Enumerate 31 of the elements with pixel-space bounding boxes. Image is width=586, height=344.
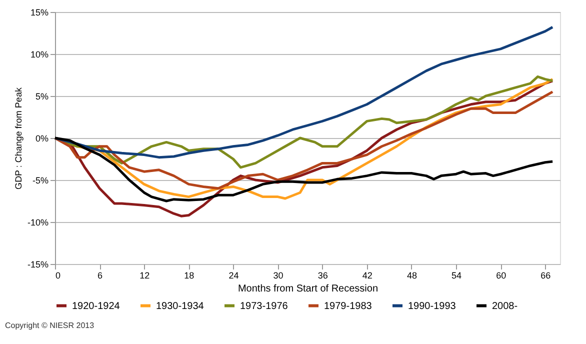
x-axis-title: Months from Start of Recession bbox=[238, 284, 378, 294]
x-tick-label: 48 bbox=[406, 270, 417, 280]
x-tick-label: 42 bbox=[362, 270, 372, 280]
x-tick-label: 60 bbox=[496, 270, 506, 280]
y-tick-label: 15% bbox=[30, 8, 48, 18]
line-series bbox=[54, 136, 554, 202]
x-tick-label: 36 bbox=[318, 270, 328, 280]
y-tick-label: -10% bbox=[27, 218, 48, 228]
legend-label: 1920-1924 bbox=[72, 300, 120, 312]
legend-label: 1973-1976 bbox=[240, 300, 288, 312]
line-series bbox=[54, 90, 554, 190]
y-tick-label: -15% bbox=[27, 260, 48, 270]
line-series bbox=[54, 26, 554, 159]
legend-label: 2008- bbox=[492, 300, 518, 312]
x-tick-label: 12 bbox=[140, 270, 150, 280]
y-tick-label: 0% bbox=[35, 134, 48, 144]
legend-label: 1979-1983 bbox=[324, 300, 372, 312]
y-tick-label: -5% bbox=[32, 176, 48, 186]
text: Copyright © NIESR 2013 bbox=[5, 321, 95, 330]
y-tick-label: 10% bbox=[30, 50, 48, 60]
x-tick-label: 24 bbox=[228, 270, 239, 280]
x-tick-label: 0 bbox=[56, 270, 61, 280]
x-tick-label: 66 bbox=[540, 270, 551, 280]
x-tick-label: 18 bbox=[184, 270, 194, 280]
y-tick-label: 5% bbox=[35, 92, 48, 102]
x-tick-label: 30 bbox=[273, 270, 284, 280]
legend-label: 1930-1934 bbox=[156, 300, 204, 312]
x-tick-label: 6 bbox=[98, 270, 103, 280]
y-axis-title: GDP : Change from Peak bbox=[13, 87, 24, 190]
legend-label: 1990-1993 bbox=[408, 300, 456, 312]
x-tick-label: 54 bbox=[452, 270, 462, 280]
